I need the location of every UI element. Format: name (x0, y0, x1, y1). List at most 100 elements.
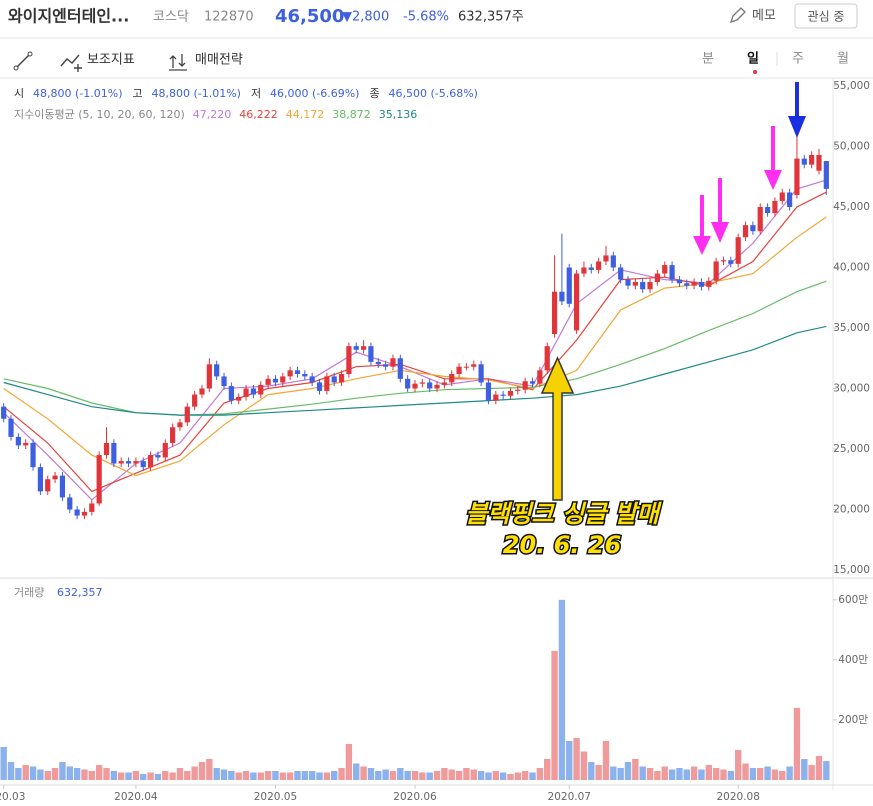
candle-body (794, 158, 800, 195)
candle-body (170, 427, 176, 443)
candle-body (206, 364, 212, 389)
candle-body (52, 475, 58, 480)
active-dot (753, 70, 757, 74)
volume-bar (132, 770, 140, 780)
y-tick-label: 15,000 (833, 564, 870, 576)
candle-body (228, 386, 234, 401)
volume-bar (779, 770, 786, 780)
indicators-button[interactable]: 보조지표 (87, 53, 135, 68)
volume-title: 거래량 (14, 586, 44, 599)
period-tab[interactable]: 분 (702, 52, 714, 67)
candle-body (383, 364, 389, 367)
volume-bar (632, 758, 639, 780)
volume-bar (235, 772, 242, 780)
moving-average (3, 216, 827, 477)
strategy-button[interactable]: 매매전략 (195, 53, 243, 68)
x-tick-label: 2020.07 (548, 791, 591, 803)
plot (0, 134, 830, 780)
candle-body (147, 455, 154, 468)
indicator-icon[interactable] (60, 54, 82, 72)
ohlc-value: 48,800 (-1.01%) (33, 87, 122, 100)
candle-body (720, 260, 727, 262)
volume-bar (720, 769, 727, 780)
volume-bar (793, 707, 801, 780)
candle-body (596, 261, 602, 270)
candle-body (537, 370, 543, 384)
period-tab[interactable]: 일 (747, 52, 759, 67)
candle-body (698, 282, 705, 287)
candle-body (412, 383, 418, 389)
y-tick-label: 35,000 (833, 322, 870, 334)
volume-bar (433, 770, 441, 780)
ma-value: 35,136 (379, 108, 418, 121)
x-tick-label: 2020.04 (114, 791, 158, 803)
volume-bar (51, 767, 59, 780)
candle-body (662, 265, 668, 274)
candle-body (302, 373, 308, 377)
volume-bar (147, 772, 154, 780)
candle-body (816, 154, 822, 171)
candle-body (493, 394, 499, 401)
watch-button-box[interactable] (794, 3, 858, 29)
ohlc-legend: 시 48,800 (-1.01%) 고 48,800 (-1.01%) 저 46,000 … (14, 87, 478, 100)
volume-bar (22, 764, 29, 780)
volume-bar (742, 763, 749, 780)
volume-bar (529, 772, 536, 780)
candle-body (287, 370, 293, 377)
candle-body (309, 376, 315, 383)
candle-body (691, 282, 697, 286)
candle-body (67, 497, 73, 510)
volume-bar (749, 767, 757, 780)
volume-bar (536, 767, 544, 780)
memo-button[interactable]: 메모 (752, 9, 776, 24)
ma-legend: 지수이동평균 (5, 10, 20, 60, 120) (14, 108, 185, 121)
volume-bar (242, 770, 250, 780)
draw-tool-dot (27, 51, 33, 57)
volume-bar (367, 767, 375, 780)
volume-bar (162, 770, 169, 780)
draw-tool[interactable] (15, 53, 31, 69)
candle-body (551, 291, 558, 335)
volume-bar (426, 772, 433, 780)
volume-bar (566, 740, 573, 780)
volume-bar (110, 770, 118, 780)
candle-body (294, 370, 301, 374)
candle-body (544, 346, 550, 371)
candle-body (573, 273, 580, 331)
candle-body (111, 442, 117, 464)
candle-body (338, 373, 345, 383)
volume-bar (499, 772, 507, 780)
y-tick-label: 40,000 (833, 262, 870, 274)
memo-icon[interactable] (729, 7, 746, 24)
watch-button[interactable]: 관심 중 (808, 10, 845, 24)
volume-bar (272, 770, 279, 780)
candle-body (757, 207, 763, 232)
candle-body (45, 479, 51, 492)
volume-bar (676, 767, 683, 780)
period-tab[interactable]: 주 (792, 52, 804, 67)
volume-bar (360, 766, 367, 780)
volume-bar (206, 758, 213, 780)
candle-body (331, 376, 337, 383)
candle-body (485, 382, 492, 401)
candle-body (764, 207, 771, 214)
volume-bar (771, 769, 779, 780)
period-tab[interactable]: 월 (837, 52, 849, 67)
volume-bar (521, 770, 529, 780)
candle-body (823, 161, 829, 189)
volume-bar (705, 764, 713, 780)
candle-body (610, 255, 616, 268)
volume-bar (477, 770, 485, 780)
candle-body (8, 418, 14, 437)
y-tick-label: 400만 (838, 654, 868, 666)
candle-body (258, 384, 264, 395)
strategy-icon[interactable] (169, 54, 187, 71)
volume-bar (44, 770, 51, 780)
volume-bar (154, 773, 162, 780)
volume-bar (286, 772, 294, 780)
volume-bar (455, 770, 463, 780)
y-tick-label: 55,000 (833, 80, 870, 92)
candle-body (750, 225, 756, 232)
candle-body (162, 442, 168, 458)
